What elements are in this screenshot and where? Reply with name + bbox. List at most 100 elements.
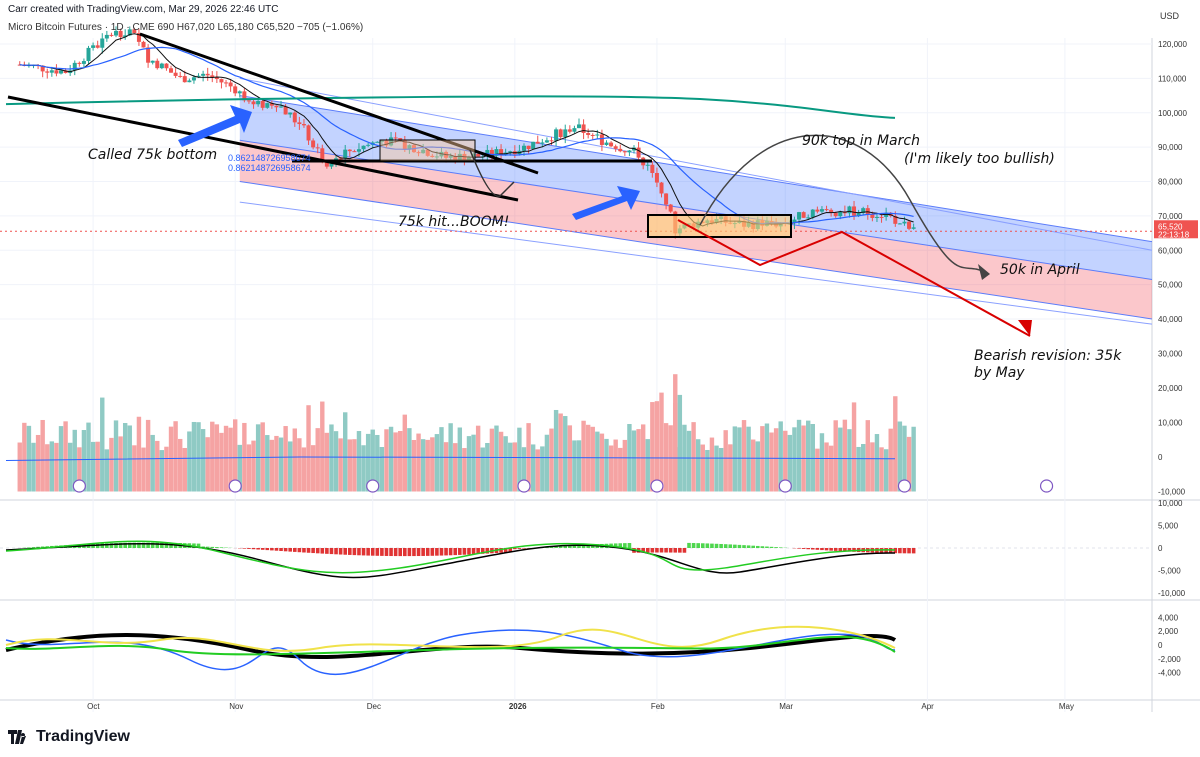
candle-body bbox=[324, 162, 329, 167]
event-icon bbox=[517, 479, 531, 493]
volume-bar bbox=[141, 447, 146, 492]
macd-histogram-bar bbox=[769, 546, 774, 548]
macd-histogram-bar bbox=[480, 548, 485, 554]
annotation-bearish-2: by May bbox=[974, 365, 1025, 381]
candle-body bbox=[797, 212, 802, 220]
volume-bar bbox=[228, 427, 233, 492]
macd-histogram-bar bbox=[283, 548, 288, 552]
candle-body bbox=[558, 129, 563, 138]
macd-histogram-bar bbox=[412, 548, 416, 557]
axes: USD 120,000 110,000 100,000 90,000 80,000 70,0… bbox=[72, 11, 1198, 711]
candle-body bbox=[618, 148, 623, 152]
candle-body bbox=[402, 139, 407, 150]
volume-bar bbox=[535, 449, 540, 492]
macd-histogram-bar bbox=[297, 548, 302, 553]
volume-bar bbox=[306, 405, 311, 492]
volume-bar bbox=[494, 425, 499, 492]
candle-body bbox=[132, 29, 137, 34]
macd-histogram-bar bbox=[733, 544, 737, 548]
volume-bar bbox=[631, 430, 637, 492]
candle-body bbox=[219, 79, 224, 83]
volume-bar bbox=[508, 442, 513, 492]
volume-bar bbox=[329, 424, 334, 492]
macd-histogram-bar bbox=[150, 542, 155, 548]
macd-histogram-bar bbox=[723, 544, 728, 548]
candle-body bbox=[521, 145, 526, 151]
volume-bar bbox=[127, 425, 132, 492]
candle-body bbox=[609, 142, 614, 147]
macd-histogram-bar bbox=[623, 543, 627, 548]
macd-histogram-bar bbox=[448, 548, 453, 556]
macd-histogram-bar bbox=[260, 548, 265, 550]
volume-bar bbox=[315, 428, 320, 492]
volume-bar bbox=[361, 445, 366, 492]
macd-histogram-bar bbox=[435, 548, 439, 556]
candle-body bbox=[801, 212, 806, 218]
macd-histogram-bar bbox=[833, 548, 838, 551]
volume-bar bbox=[553, 409, 559, 492]
volume-bar bbox=[457, 427, 463, 492]
macd-histogram-bar bbox=[737, 544, 742, 548]
tradingview-icon bbox=[8, 730, 26, 744]
tradingview-logo[interactable]: TradingView bbox=[8, 728, 130, 746]
candle-body bbox=[416, 152, 421, 154]
volume-bar bbox=[622, 439, 628, 492]
candle-body bbox=[356, 149, 361, 152]
macd-histogram-bar bbox=[824, 548, 829, 551]
macd-histogram-bar bbox=[210, 546, 215, 548]
volume-bar bbox=[63, 421, 68, 492]
candle-body bbox=[893, 215, 898, 224]
volume-bar bbox=[425, 439, 430, 492]
symbol-legend[interactable]: Micro Bitcoin Futures · 1D · CME 690 H67… bbox=[8, 22, 364, 33]
candle-body bbox=[214, 77, 219, 80]
candle-body bbox=[242, 91, 247, 101]
macd-histogram-bar bbox=[265, 548, 270, 551]
channel-line bbox=[239, 181, 1153, 320]
macd-histogram-bar bbox=[838, 548, 843, 552]
macd-tick: -10,000 bbox=[1158, 589, 1186, 598]
candle-body bbox=[311, 140, 316, 148]
volume-bar bbox=[177, 438, 183, 492]
volume-bar bbox=[879, 447, 884, 492]
osc-tick: -2,000 bbox=[1158, 655, 1181, 664]
macd-histogram-bar bbox=[682, 548, 687, 553]
macd-histogram-bar bbox=[554, 546, 558, 548]
volume-bar bbox=[453, 443, 458, 492]
candle-body bbox=[838, 211, 843, 217]
price-tick: 100,000 bbox=[1158, 109, 1187, 118]
channel-upper-fill bbox=[239, 95, 1152, 280]
volume-bar bbox=[883, 449, 889, 492]
volume-bar bbox=[760, 426, 765, 492]
candle-body bbox=[187, 80, 192, 83]
consolidation-box bbox=[647, 214, 792, 238]
volume-bars bbox=[17, 374, 916, 492]
volume-bar bbox=[861, 444, 866, 492]
volume-bar bbox=[35, 434, 41, 492]
macd-histogram-bar bbox=[105, 543, 109, 548]
macd-histogram-bar bbox=[27, 547, 31, 548]
osc-tick: -4,000 bbox=[1158, 669, 1181, 678]
candle-body bbox=[361, 145, 366, 150]
candle-body bbox=[599, 134, 604, 145]
volume-tick: -10,000 bbox=[1158, 488, 1186, 497]
macd-histogram-bar bbox=[572, 545, 577, 548]
annotation-bearish-1: Bearish revision: 35k bbox=[974, 348, 1122, 364]
macd-histogram-bar bbox=[558, 546, 563, 548]
volume-bar bbox=[274, 435, 279, 492]
candle-body bbox=[407, 145, 412, 150]
annotation-too-bullish: (I'm likely too bullish) bbox=[904, 151, 1055, 167]
volume-bar bbox=[475, 425, 481, 492]
macd-histogram-bar bbox=[678, 548, 682, 553]
macd-histogram-bar bbox=[815, 548, 820, 550]
macd-histogram-bar bbox=[357, 548, 361, 556]
macd-histogram-bar bbox=[458, 548, 462, 555]
candle-body bbox=[178, 75, 183, 77]
candle-body bbox=[45, 71, 50, 73]
macd-histogram-bar bbox=[843, 548, 847, 552]
candle-body bbox=[59, 70, 64, 74]
fib-level-label: 0.862148726958674 bbox=[228, 163, 311, 173]
volume-bar bbox=[388, 426, 394, 492]
osc-tick: 0 bbox=[1158, 641, 1163, 650]
macd-histogram-bar bbox=[439, 548, 444, 556]
candle-body bbox=[833, 212, 838, 217]
